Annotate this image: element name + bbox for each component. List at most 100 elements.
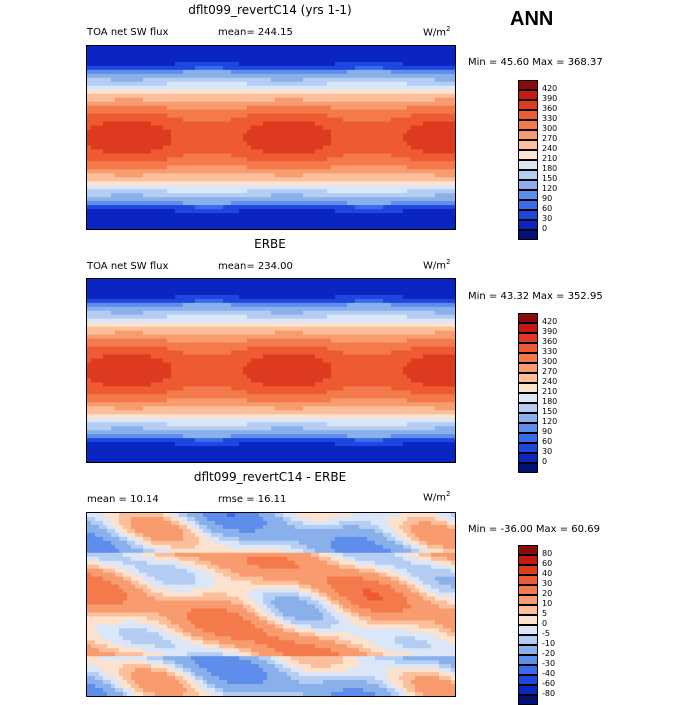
colorbar-tick-label: 150 [542,174,557,183]
colorbar-tick-label: 30 [542,214,552,223]
colorbar-tick-label: 0 [542,457,547,466]
colorbar-tick-label: 420 [542,317,557,326]
colorbar-swatch [518,545,538,555]
colorbar-tick-label: -40 [542,669,555,678]
colorbar-tick-label: 210 [542,387,557,396]
colorbar-tick-label: -10 [542,639,555,648]
colorbar-tick-label: 330 [542,114,557,123]
colorbar-swatch [518,343,538,353]
colorbar-swatch [518,585,538,595]
colorbar-swatch [518,625,538,635]
colorbar-swatch [518,323,538,333]
colorbar-swatch [518,373,538,383]
colorbar-tick-label: 300 [542,124,557,133]
panel-1-mean: mean= 244.15 [218,27,293,38]
colorbar-swatch [518,383,538,393]
colorbar-swatch [518,433,538,443]
colorbar-swatch [518,453,538,463]
colorbar-swatch [518,150,538,160]
colorbar-swatch [518,140,538,150]
panel-1-units: W/m2 [423,25,450,38]
colorbar-swatch [518,605,538,615]
colorbar-tick-label: 300 [542,357,557,366]
panel-1-title: dflt099_revertC14 (yrs 1-1) [120,3,420,17]
colorbar-swatch [518,313,538,323]
panel-2-field [87,279,455,462]
colorbar-swatch [518,100,538,110]
colorbar-tick-label: 20 [542,589,552,598]
panel-2-minmax: Min = 43.32 Max = 352.95 [468,291,603,302]
panel-1-minmax: Min = 45.60 Max = 368.37 [468,57,603,68]
colorbar-tick-label: -5 [542,629,550,638]
colorbar-tick-label: 270 [542,134,557,143]
colorbar-tick-label: 390 [542,327,557,336]
colorbar-swatch [518,413,538,423]
colorbar-swatch [518,210,538,220]
colorbar-tick-label: 90 [542,194,552,203]
panel-3-field [87,513,455,696]
colorbar-tick-label: 80 [542,549,552,558]
colorbar-swatch [518,180,538,190]
colorbar-swatch [518,565,538,575]
colorbar-tick-label: 0 [542,224,547,233]
colorbar-tick-label: 60 [542,437,552,446]
season-label: ANN [510,8,553,31]
colorbar-tick-label: 0 [542,619,547,628]
panel-2-units: W/m2 [423,258,450,271]
colorbar-tick-label: 30 [542,579,552,588]
colorbar-swatch [518,555,538,565]
colorbar-swatch [518,423,538,433]
panel-3-mean: mean = 10.14 [87,494,159,505]
colorbar-swatch [518,190,538,200]
colorbar-tick-label: -60 [542,679,555,688]
colorbar-swatch [518,90,538,100]
colorbar-tick-label: 270 [542,367,557,376]
colorbar-swatch [518,363,538,373]
colorbar-swatch [518,635,538,645]
colorbar-tick-label: 90 [542,427,552,436]
colorbar-swatch [518,80,538,90]
colorbar-swatch [518,110,538,120]
panel-3-units: W/m2 [423,490,450,503]
colorbar-swatch [518,333,538,343]
colorbar-tick-label: 420 [542,84,557,93]
colorbar-swatch [518,685,538,695]
colorbar-swatch [518,463,538,473]
panel-2-map [86,278,456,463]
colorbar-tick-label: 150 [542,407,557,416]
colorbar-swatch [518,695,538,705]
colorbar-swatch [518,230,538,240]
colorbar-tick-label: 240 [542,144,557,153]
colorbar-swatch [518,575,538,585]
panel-2-title: ERBE [120,237,420,251]
colorbar-tick-label: -20 [542,649,555,658]
colorbar-tick-label: 240 [542,377,557,386]
colorbar-tick-label: 5 [542,609,547,618]
colorbar-swatch [518,403,538,413]
panel-3-rmse: rmse = 16.11 [218,494,286,505]
colorbar-swatch [518,160,538,170]
colorbar-swatch [518,393,538,403]
colorbar-tick-label: 120 [542,184,557,193]
panel-1-variable-label: TOA net SW flux [87,27,168,38]
colorbar-tick-label: 40 [542,569,552,578]
colorbar-tick-label: 210 [542,154,557,163]
colorbar-swatch [518,220,538,230]
colorbar-swatch [518,200,538,210]
colorbar-swatch [518,120,538,130]
colorbar-tick-label: 60 [542,559,552,568]
colorbar-tick-label: 180 [542,397,557,406]
colorbar-swatch [518,130,538,140]
colorbar-tick-label: 120 [542,417,557,426]
colorbar-swatch [518,170,538,180]
panel-3-minmax: Min = -36.00 Max = 60.69 [468,524,600,535]
colorbar-tick-label: -30 [542,659,555,668]
panel-2-mean: mean= 234.00 [218,261,293,272]
colorbar-tick-label: 360 [542,104,557,113]
panel-3-map [86,512,456,697]
colorbar-swatch [518,655,538,665]
panel-1-field [87,46,455,229]
colorbar-swatch [518,645,538,655]
colorbar-tick-label: -80 [542,689,555,698]
colorbar-tick-label: 360 [542,337,557,346]
